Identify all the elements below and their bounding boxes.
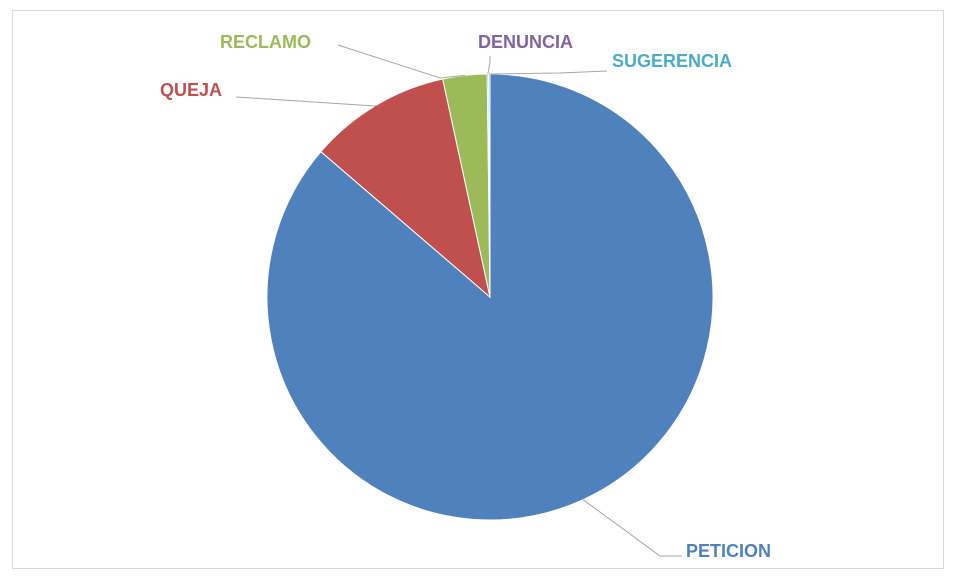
data-label: SUGERENCIA (612, 51, 732, 71)
data-label: QUEJA (160, 80, 222, 100)
data-label: PETICION (686, 541, 771, 561)
leader-line (489, 70, 608, 75)
data-label: DENUNCIA (478, 32, 573, 52)
data-label: RECLAMO (220, 32, 311, 52)
leader-line (487, 56, 491, 75)
leader-line (337, 44, 465, 79)
leader-line (582, 499, 682, 557)
leader-line (235, 96, 377, 107)
